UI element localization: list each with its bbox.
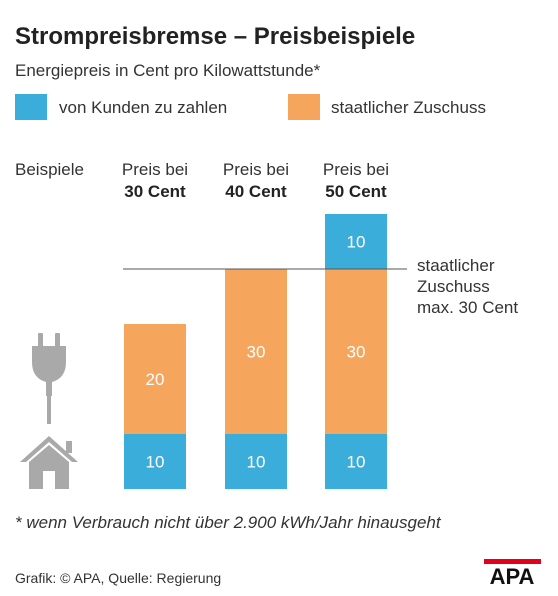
bar-value-label: 10 [347, 233, 366, 252]
column-header-line2: 30 Cent [124, 182, 186, 201]
column-header-line1: Preis bei [122, 160, 188, 179]
reference-label-line: Zuschuss [417, 277, 490, 296]
bar-value-label: 10 [146, 453, 165, 472]
chart-title: Strompreisbremse – Preisbeispiele [15, 23, 415, 50]
apa-logo-bar [484, 559, 541, 564]
source-credit: Grafik: © APA, Quelle: Regierung [15, 570, 221, 586]
bar-segment-customer [124, 434, 186, 489]
legend-subsidy-label: staatlicher Zuschuss [331, 98, 486, 117]
bar-segment-subsidy [225, 269, 287, 434]
legend-customer-label: von Kunden zu zahlen [59, 98, 227, 117]
column-headers: Preis bei 30 Cent Preis bei 40 Cent Prei… [122, 160, 389, 201]
bars-group: 10 20 10 30 10 30 10 [124, 214, 387, 489]
column-header-line2: 40 Cent [225, 182, 287, 201]
house-icon [20, 436, 78, 489]
bar-value-label: 30 [347, 343, 366, 362]
apa-logo-text: APA [490, 564, 535, 589]
bar-segment-subsidy [325, 269, 387, 434]
bar-segment-customer [225, 434, 287, 489]
reference-label-line: staatlicher [417, 256, 495, 275]
column-header-line1: Preis bei [223, 160, 289, 179]
footnote: * wenn Verbrauch nicht über 2.900 kWh/Ja… [15, 513, 442, 532]
row-label-beispiele: Beispiele [15, 160, 84, 179]
bar-value-label: 10 [347, 453, 366, 472]
column-header-line2: 50 Cent [325, 182, 387, 201]
legend-customer-swatch [15, 94, 47, 120]
column-header-line1: Preis bei [323, 160, 389, 179]
legend-subsidy-swatch [288, 94, 320, 120]
bar-segment-customer-top [325, 214, 387, 269]
bar-value-label: 10 [247, 453, 266, 472]
bar-segment-customer [325, 434, 387, 489]
legend: von Kunden zu zahlen staatlicher Zuschus… [15, 94, 486, 120]
apa-logo: APA [484, 559, 541, 589]
bar-value-label: 20 [146, 370, 165, 389]
reference-label-line: max. 30 Cent [417, 298, 518, 317]
bar-segment-subsidy [124, 324, 186, 434]
chart-subtitle: Energiepreis in Cent pro Kilowattstunde* [15, 61, 321, 80]
reference-line-label: staatlicher Zuschuss max. 30 Cent [417, 256, 518, 317]
bar-value-label: 30 [247, 343, 266, 362]
power-plug-icon [32, 333, 66, 424]
